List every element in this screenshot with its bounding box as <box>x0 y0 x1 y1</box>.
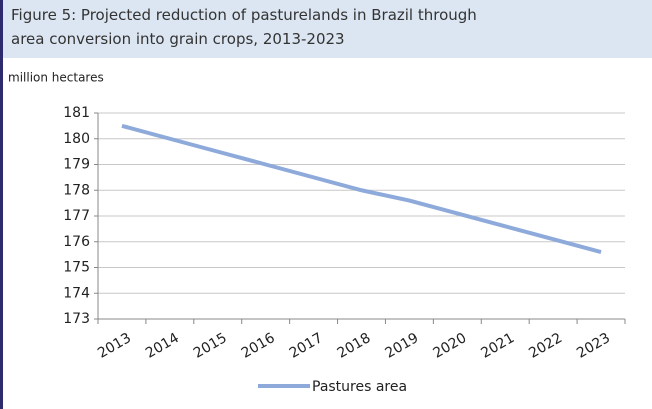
y-tick-label: 173 <box>63 311 90 327</box>
title-box: Figure 5: Projected reduction of pasture… <box>3 0 652 58</box>
x-tick-label: 2016 <box>239 330 278 362</box>
y-tick-label: 178 <box>63 182 90 198</box>
x-tick-label: 2020 <box>430 330 469 362</box>
x-tick-label: 2015 <box>191 330 230 362</box>
y-tick-label: 181 <box>63 105 90 121</box>
y-tick-label: 177 <box>63 208 90 224</box>
x-tick-label: 2022 <box>526 330 565 362</box>
y-axis-label: million hectares <box>8 71 104 85</box>
y-tick-label: 174 <box>63 285 90 301</box>
y-tick-label: 176 <box>63 234 90 250</box>
chart-title: Figure 5: Projected reduction of pasture… <box>11 6 477 24</box>
x-tick-label: 2023 <box>574 330 613 362</box>
x-tick-label: 2021 <box>478 330 517 362</box>
x-tick-label: 2013 <box>95 330 134 362</box>
x-tick-label: 2017 <box>287 330 326 362</box>
legend-label: Pastures area <box>312 379 407 395</box>
chart-title: area conversion into grain crops, 2013-2… <box>11 30 345 48</box>
y-tick-label: 180 <box>63 131 90 147</box>
x-tick-label: 2018 <box>335 330 374 362</box>
left-border <box>0 0 3 409</box>
y-tick-label: 179 <box>63 157 90 173</box>
x-tick-label: 2014 <box>143 330 182 362</box>
x-tick-label: 2019 <box>383 330 422 362</box>
y-tick-label: 175 <box>63 260 90 276</box>
line-series <box>121 123 602 254</box>
